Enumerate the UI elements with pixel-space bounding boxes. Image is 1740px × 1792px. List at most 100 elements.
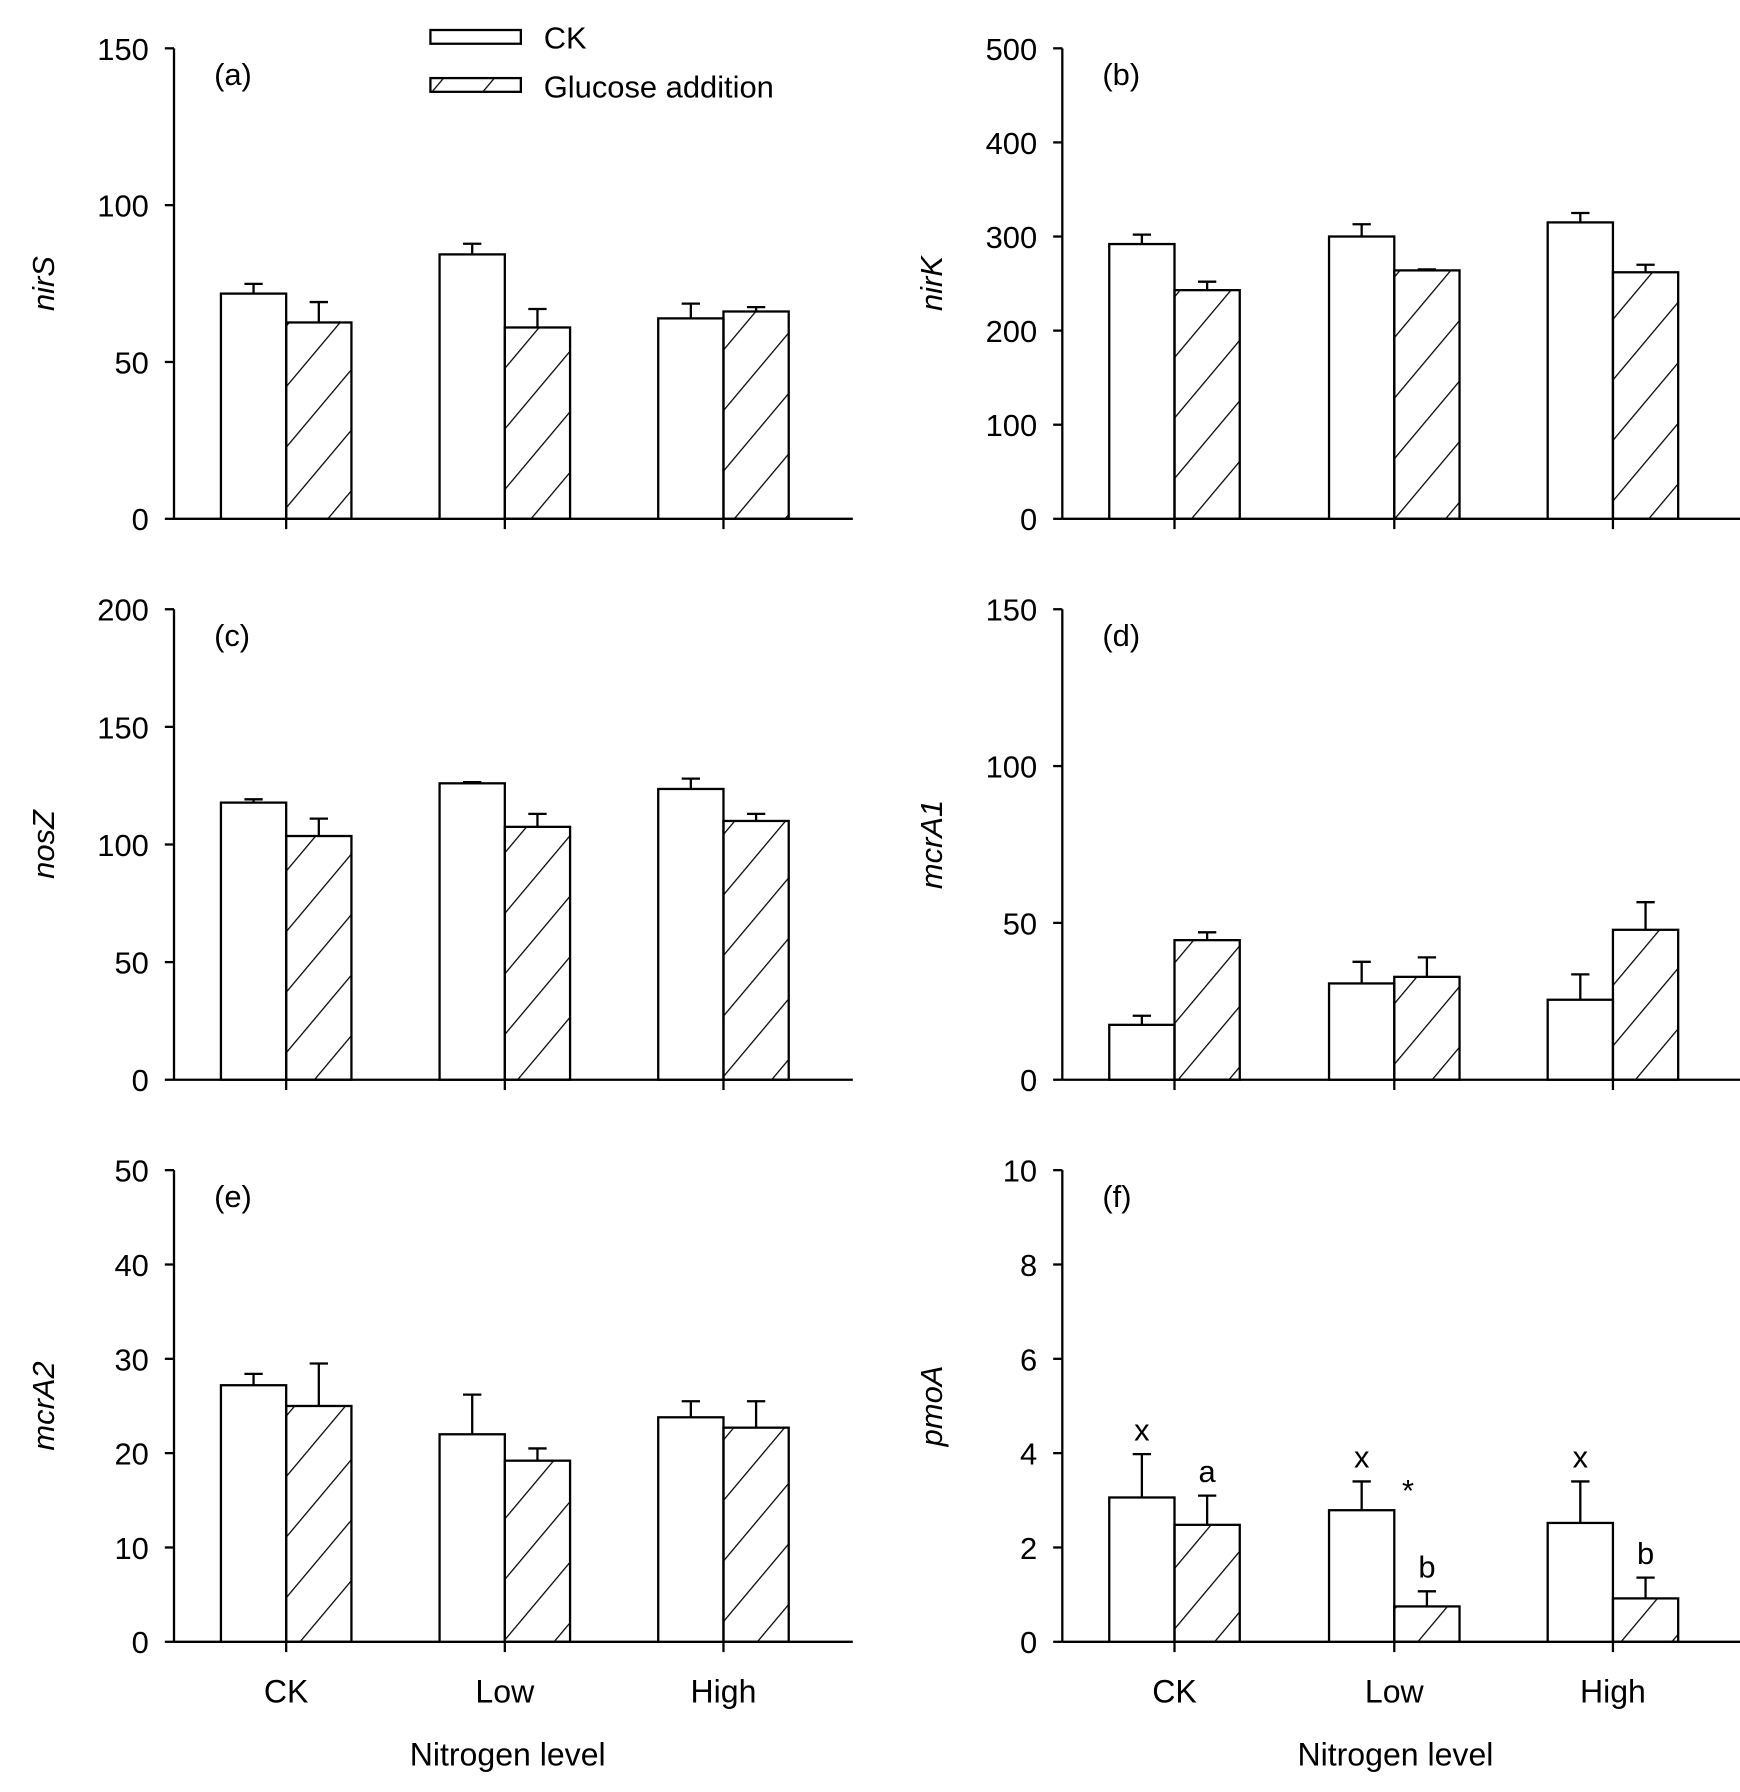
y-tick-label: 150 [986, 593, 1038, 628]
bar-ck-high [657, 317, 725, 520]
legend-label-glucose: Glucose addition [544, 70, 774, 105]
y-tick-label: 20 [114, 1437, 148, 1472]
bar-ck-ck [1108, 1023, 1176, 1081]
x-category-label: High [691, 1673, 757, 1709]
bar-glucose-low [1393, 1605, 1461, 1643]
bar-ck-ck [219, 292, 288, 520]
y-tick-label: 8 [1020, 1248, 1037, 1283]
bar-ck-low [438, 253, 506, 520]
legend-label-ck: CK [544, 20, 587, 55]
y-tick-label: 100 [97, 189, 149, 224]
significance-label: x [1134, 1412, 1150, 1447]
legend-swatch-ck [429, 28, 522, 45]
significance-label: x [1573, 1440, 1589, 1475]
bar-ck-ck [1108, 242, 1176, 520]
bar-glucose-high [722, 310, 790, 520]
y-tick-label: 100 [986, 750, 1038, 785]
panel-nosZ: 0 50 100 150 200 (c) nosZ [26, 593, 853, 1098]
x-axis-label: Nitrogen level [1297, 1736, 1493, 1772]
x-category-label: CK [1152, 1673, 1197, 1709]
y-tick-label: 0 [132, 502, 149, 537]
bar-ck-high [657, 1416, 725, 1643]
bar-glucose-low [503, 1459, 572, 1643]
panel-pmoA: 0 2 4 6 8 10 (f) pmoA x a x * b x b CK Low High Nitrogen l… [914, 1154, 1740, 1772]
panel-nirS: 0 50 100 150 (a) nirS [26, 32, 853, 537]
y-tick-label: 40 [114, 1248, 148, 1283]
bar-glucose-ck [285, 1404, 353, 1643]
bar-ck-low [438, 1433, 506, 1643]
significance-label: * [1402, 1473, 1414, 1508]
panel-label: (f) [1102, 1179, 1131, 1214]
bar-glucose-high [1611, 928, 1680, 1081]
bar-ck-ck [1108, 1496, 1176, 1643]
panel-label: (b) [1102, 57, 1140, 92]
x-category-label: Low [475, 1673, 535, 1709]
bar-ck-high [1546, 1521, 1615, 1643]
legend-swatch-glucose [429, 76, 522, 93]
bar-glucose-low [503, 825, 572, 1081]
y-tick-label: 200 [986, 314, 1038, 349]
y-axis-label: nirS [26, 256, 61, 311]
y-tick-label: 0 [1020, 1063, 1037, 1098]
y-tick-label: 500 [986, 32, 1038, 67]
panel-mcrA2: 0 10 20 30 40 50 (e) mcrA2 CK Low High Nitrogen lev… [26, 1154, 853, 1772]
y-tick-label: 100 [97, 828, 149, 863]
bar-ck-high [657, 787, 725, 1081]
y-axis-label: mcrA1 [914, 800, 949, 889]
bar-ck-low [1327, 235, 1396, 520]
significance-label: x [1354, 1440, 1370, 1475]
x-category-label: CK [264, 1673, 309, 1709]
y-tick-label: 10 [114, 1531, 148, 1566]
bar-glucose-high [1611, 271, 1680, 520]
panel-mcrA1: 0 50 100 150 (d) mcrA1 [914, 593, 1740, 1098]
bar-glucose-ck [1173, 1523, 1241, 1643]
y-axis-label: nirK [914, 255, 949, 311]
bar-glucose-low [1393, 269, 1461, 520]
panel-label: (e) [214, 1179, 252, 1214]
bar-glucose-ck [1173, 939, 1241, 1081]
y-tick-label: 0 [1020, 502, 1037, 537]
y-axis-label: nosZ [26, 809, 61, 879]
y-axis-label: mcrA2 [26, 1361, 61, 1450]
y-tick-label: 4 [1020, 1437, 1037, 1472]
bar-glucose-ck [285, 321, 353, 520]
x-category-label: High [1580, 1673, 1646, 1709]
y-tick-label: 6 [1020, 1342, 1037, 1377]
y-tick-label: 50 [114, 1154, 148, 1189]
y-tick-label: 300 [986, 220, 1038, 255]
bar-glucose-high [1611, 1597, 1680, 1643]
y-tick-label: 0 [132, 1063, 149, 1098]
y-tick-label: 150 [97, 32, 149, 67]
y-tick-label: 50 [1003, 906, 1037, 941]
bar-ck-low [1327, 1509, 1396, 1643]
panel-label: (c) [214, 618, 250, 653]
x-category-label: Low [1365, 1673, 1425, 1709]
y-tick-label: 0 [1020, 1625, 1037, 1660]
bar-glucose-low [1393, 975, 1461, 1081]
significance-label: b [1637, 1536, 1654, 1571]
significance-label: a [1199, 1454, 1217, 1489]
bar-glucose-ck [1173, 289, 1241, 520]
bar-ck-ck [219, 1384, 288, 1643]
y-tick-label: 30 [114, 1342, 148, 1377]
x-axis-label: Nitrogen level [410, 1736, 606, 1772]
panel-label: (a) [214, 57, 252, 92]
panel-label: (d) [1102, 618, 1140, 653]
panel-nirK: 0 100 200 300 400 500 (b) nirK [914, 32, 1740, 537]
y-tick-label: 50 [114, 345, 148, 380]
y-tick-label: 2 [1020, 1531, 1037, 1566]
y-tick-label: 0 [132, 1625, 149, 1660]
bar-ck-low [1327, 982, 1396, 1081]
legend: CK Glucose addition [429, 20, 774, 105]
bar-ck-high [1546, 221, 1615, 520]
y-tick-label: 100 [986, 408, 1038, 443]
y-tick-label: 50 [114, 946, 148, 981]
bar-glucose-ck [285, 834, 353, 1081]
y-tick-label: 200 [97, 593, 149, 628]
significance-label: b [1418, 1550, 1435, 1585]
bar-ck-low [438, 782, 506, 1081]
bar-glucose-high [722, 819, 790, 1081]
bar-glucose-high [722, 1426, 790, 1643]
bar-glucose-low [503, 326, 572, 520]
bar-ck-ck [219, 801, 288, 1081]
